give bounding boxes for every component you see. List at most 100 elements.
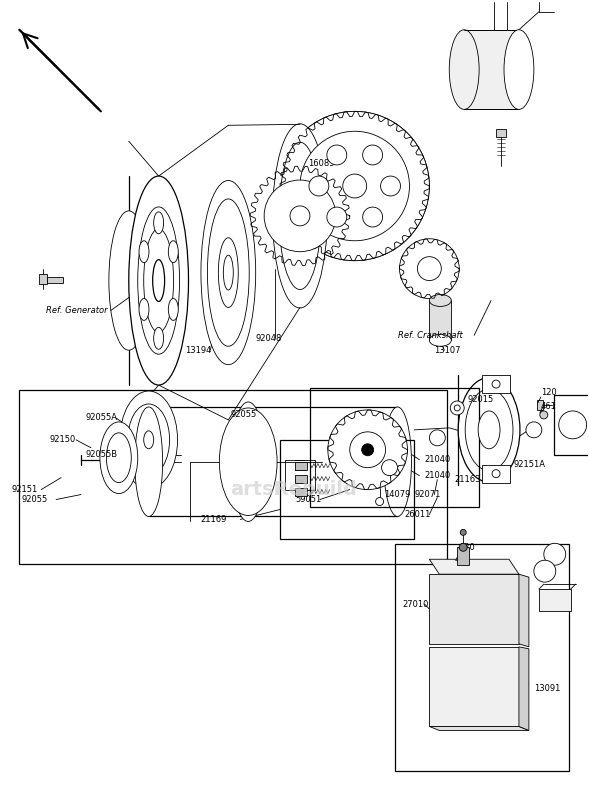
Text: 13091: 13091 xyxy=(534,684,560,693)
Ellipse shape xyxy=(144,229,174,332)
Ellipse shape xyxy=(429,334,451,346)
Circle shape xyxy=(380,176,401,196)
Polygon shape xyxy=(429,726,529,730)
Bar xyxy=(429,574,519,644)
Text: 92055: 92055 xyxy=(21,495,48,504)
Text: 13107: 13107 xyxy=(434,346,461,355)
Ellipse shape xyxy=(153,260,164,301)
Text: A: A xyxy=(570,420,575,429)
Text: 120: 120 xyxy=(459,543,475,552)
Text: 14079: 14079 xyxy=(385,490,411,499)
Circle shape xyxy=(343,174,367,198)
Ellipse shape xyxy=(168,240,178,263)
Circle shape xyxy=(328,410,408,490)
Circle shape xyxy=(327,207,347,227)
Circle shape xyxy=(290,206,310,226)
Text: 13194: 13194 xyxy=(186,346,212,355)
Text: 92071: 92071 xyxy=(415,490,441,499)
Text: 120: 120 xyxy=(541,388,557,396)
Circle shape xyxy=(376,498,383,506)
Ellipse shape xyxy=(207,199,249,346)
Circle shape xyxy=(534,560,556,582)
Text: 92015: 92015 xyxy=(467,396,494,404)
Ellipse shape xyxy=(120,391,177,488)
Ellipse shape xyxy=(383,407,412,516)
Circle shape xyxy=(362,443,373,455)
Ellipse shape xyxy=(223,255,233,290)
Ellipse shape xyxy=(465,389,513,471)
Ellipse shape xyxy=(478,411,500,449)
Ellipse shape xyxy=(128,404,170,475)
Ellipse shape xyxy=(504,30,534,109)
Bar xyxy=(19,390,447,564)
Text: Ref. Generator: Ref. Generator xyxy=(46,306,108,315)
Text: A: A xyxy=(552,550,558,559)
Text: 59051: 59051 xyxy=(295,495,321,504)
Text: Ref. Crankshaft: Ref. Crankshaft xyxy=(398,331,462,340)
Bar xyxy=(295,462,307,470)
Bar xyxy=(457,547,469,565)
Circle shape xyxy=(429,430,445,446)
Bar xyxy=(482,375,510,393)
Text: 461: 461 xyxy=(541,403,557,411)
Bar xyxy=(280,439,415,539)
Text: 92151: 92151 xyxy=(11,485,38,494)
Ellipse shape xyxy=(129,176,188,385)
Bar xyxy=(47,276,63,283)
Circle shape xyxy=(280,111,429,260)
Circle shape xyxy=(363,207,383,227)
Text: 92055: 92055 xyxy=(230,411,257,419)
Ellipse shape xyxy=(104,439,134,461)
Text: 92151A: 92151A xyxy=(514,460,546,469)
Text: artsRebuild: artsRebuild xyxy=(230,480,358,499)
Ellipse shape xyxy=(273,124,327,308)
Text: 92048: 92048 xyxy=(255,334,282,343)
Ellipse shape xyxy=(109,211,148,350)
Ellipse shape xyxy=(154,212,164,234)
Circle shape xyxy=(450,401,464,415)
Polygon shape xyxy=(519,647,529,730)
Bar xyxy=(429,647,519,726)
Ellipse shape xyxy=(139,299,149,320)
Circle shape xyxy=(492,380,500,388)
Ellipse shape xyxy=(219,408,277,515)
Bar xyxy=(496,129,506,137)
Ellipse shape xyxy=(219,238,239,308)
Polygon shape xyxy=(519,574,529,647)
Circle shape xyxy=(300,131,409,240)
Text: 26011: 26011 xyxy=(405,510,431,519)
Ellipse shape xyxy=(138,207,180,354)
Bar xyxy=(285,459,315,490)
Bar xyxy=(429,300,451,340)
Bar xyxy=(310,388,479,507)
Text: 92055B: 92055B xyxy=(86,451,118,459)
Circle shape xyxy=(309,176,329,196)
Bar xyxy=(395,544,569,771)
Circle shape xyxy=(459,543,467,551)
Bar xyxy=(39,273,47,284)
Ellipse shape xyxy=(100,422,138,494)
Ellipse shape xyxy=(144,431,154,449)
Circle shape xyxy=(327,145,347,165)
Text: 21040: 21040 xyxy=(425,455,451,464)
Text: 21040: 21040 xyxy=(425,471,451,480)
Circle shape xyxy=(559,411,587,439)
Ellipse shape xyxy=(201,181,256,364)
Circle shape xyxy=(492,470,500,478)
Polygon shape xyxy=(429,559,519,574)
Circle shape xyxy=(280,111,429,260)
Bar xyxy=(295,475,307,483)
Circle shape xyxy=(526,422,542,438)
Ellipse shape xyxy=(107,433,131,483)
Text: 21163: 21163 xyxy=(454,475,481,484)
Text: 21169: 21169 xyxy=(200,515,227,524)
Circle shape xyxy=(382,459,398,475)
Text: 461: 461 xyxy=(454,555,470,564)
Circle shape xyxy=(399,239,459,299)
Bar xyxy=(554,395,589,455)
Ellipse shape xyxy=(139,240,149,263)
Circle shape xyxy=(418,256,441,280)
Ellipse shape xyxy=(429,295,451,307)
Bar xyxy=(464,30,519,109)
Circle shape xyxy=(544,543,565,565)
